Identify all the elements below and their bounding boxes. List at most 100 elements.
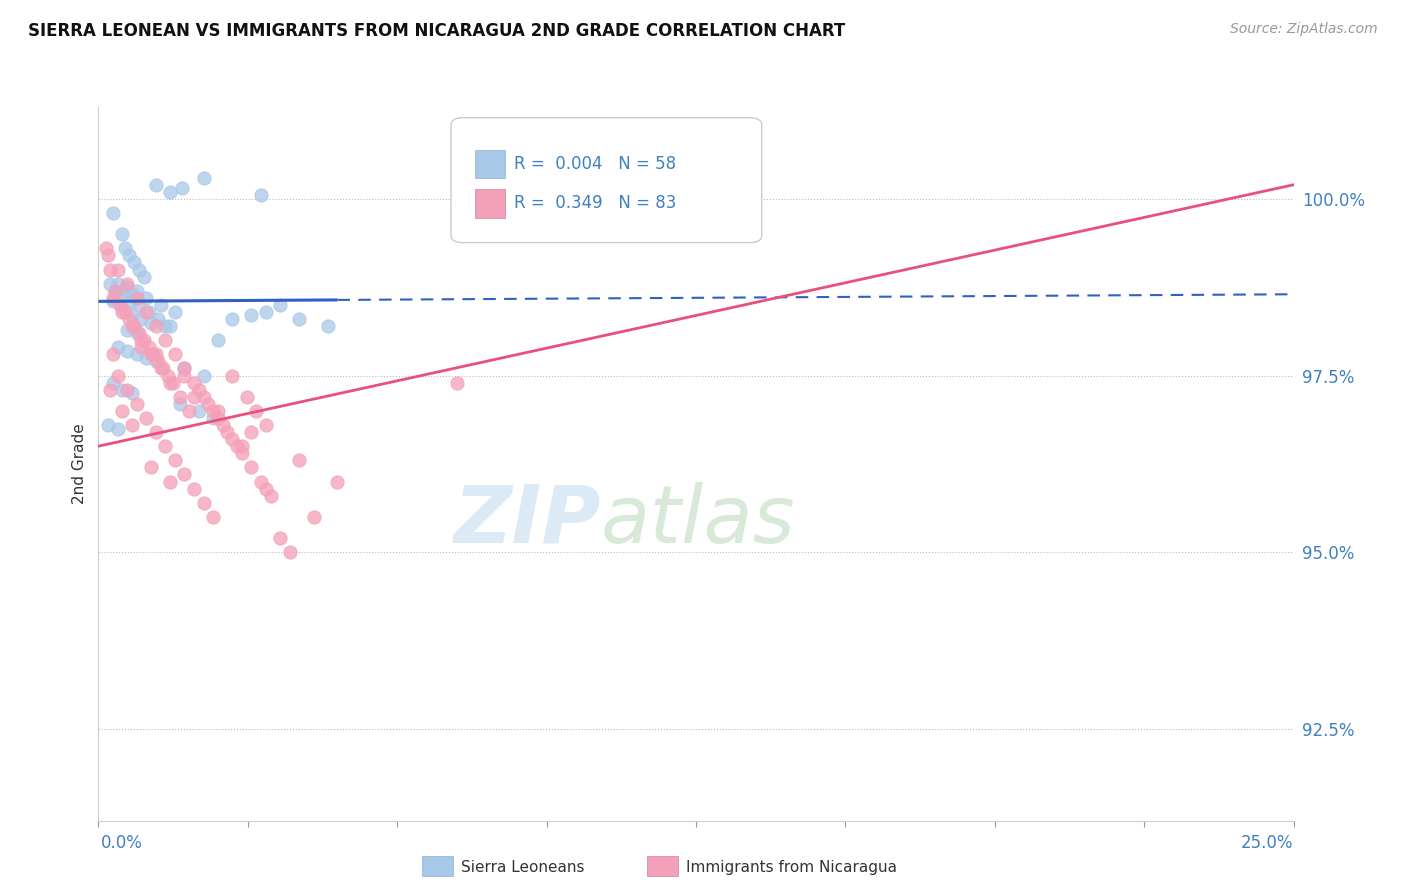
Point [221,368,243,383]
Point [288,312,311,326]
Point [118,248,141,262]
Point [159,185,181,199]
Point [98,277,122,291]
Point [240,425,263,439]
Point [254,417,277,432]
Point [132,333,155,347]
Point [269,298,291,312]
Text: R =  0.004   N = 58: R = 0.004 N = 58 [515,155,676,173]
Text: ZIP: ZIP [453,482,600,560]
Point [142,347,165,361]
Point [107,421,129,435]
Point [197,397,219,411]
Point [202,404,225,418]
Point [121,417,143,432]
Point [326,475,349,489]
Point [169,397,191,411]
Point [163,453,186,467]
Point [187,383,209,397]
Point [169,390,191,404]
Point [97,248,120,262]
Point [517,178,540,192]
Point [94,241,117,255]
Point [217,425,239,439]
Point [131,333,153,347]
Point [149,361,172,376]
Point [145,354,167,368]
Point [101,294,124,309]
Point [111,301,134,316]
Point [131,340,153,354]
Point [173,361,195,376]
Point [302,509,325,524]
Point [114,241,136,255]
Point [183,376,205,390]
Point [98,262,122,277]
Point [155,319,177,334]
Point [156,368,179,383]
Text: 0.0%: 0.0% [101,834,143,852]
Point [107,277,129,291]
Point [131,312,153,326]
Point [135,305,157,319]
Point [221,312,243,326]
Point [138,305,160,319]
Point [125,291,148,305]
Point [207,404,229,418]
Point [187,404,209,418]
Point [254,305,277,319]
Point [226,439,249,453]
Point [114,305,136,319]
Point [254,482,277,496]
Point [125,284,148,298]
Point [173,467,195,482]
Point [121,294,143,309]
Bar [475,189,505,218]
Point [183,390,205,404]
Point [155,333,177,347]
Point [149,298,172,312]
Point [145,347,167,361]
Text: atlas: atlas [600,482,796,560]
Point [128,298,150,312]
Point [135,291,157,305]
Point [240,460,263,475]
Point [107,368,129,383]
Point [231,446,253,460]
Y-axis label: 2nd Grade: 2nd Grade [72,424,87,504]
Point [115,277,138,291]
Text: SIERRA LEONEAN VS IMMIGRANTS FROM NICARAGUA 2ND GRADE CORRELATION CHART: SIERRA LEONEAN VS IMMIGRANTS FROM NICARA… [28,22,845,40]
Point [104,284,127,298]
Point [278,545,301,559]
Point [101,347,124,361]
Point [101,206,124,220]
Text: Immigrants from Nicaragua: Immigrants from Nicaragua [686,860,897,874]
Point [173,361,195,376]
Point [101,376,124,390]
Point [446,376,468,390]
Point [148,312,170,326]
Point [193,170,215,185]
Point [172,181,194,195]
Point [221,432,243,446]
Point [183,482,205,496]
Point [104,284,127,298]
Point [162,376,184,390]
Point [159,376,181,390]
Point [107,340,129,354]
Point [115,280,138,294]
Text: Sierra Leoneans: Sierra Leoneans [461,860,585,874]
Point [145,319,167,334]
Point [207,333,229,347]
Text: R =  0.349   N = 83: R = 0.349 N = 83 [515,194,676,212]
Point [179,404,201,418]
Text: 25.0%: 25.0% [1241,834,1294,852]
Point [139,316,162,330]
Point [138,340,160,354]
Point [159,475,181,489]
Point [124,255,146,269]
Text: Source: ZipAtlas.com: Source: ZipAtlas.com [1230,22,1378,37]
Point [235,390,257,404]
Point [245,404,267,418]
Point [107,262,129,277]
